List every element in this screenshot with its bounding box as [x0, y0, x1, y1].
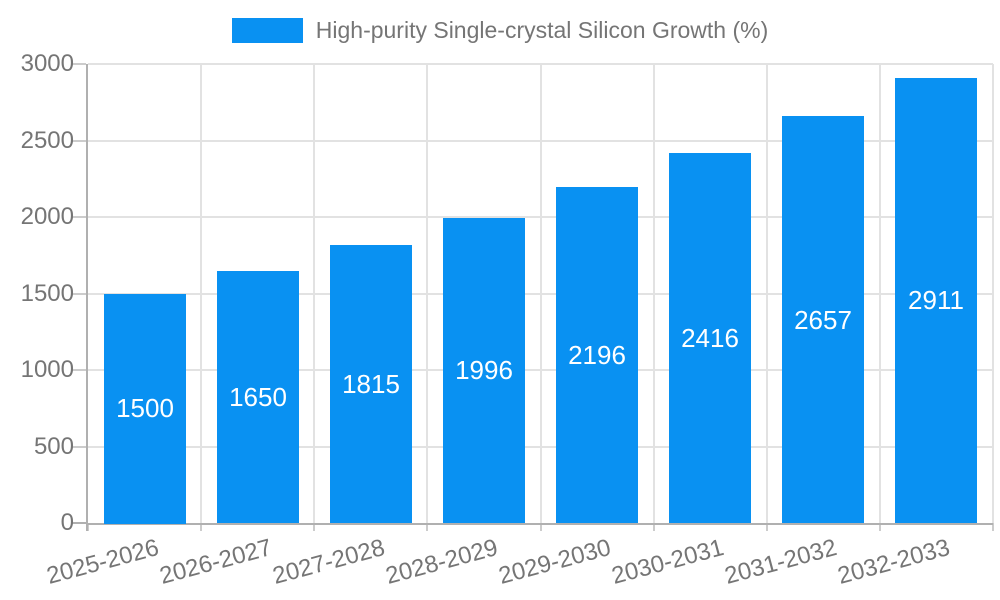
x-axis-tick — [313, 523, 315, 531]
bar-value-label: 2416 — [681, 323, 739, 353]
y-tick-label: 500 — [33, 432, 74, 460]
bar[interactable] — [217, 271, 299, 523]
legend-label: High-purity Single-crystal Silicon Growt… — [315, 17, 769, 43]
y-axis-tick — [71, 369, 86, 371]
y-tick-label: 2000 — [20, 203, 74, 230]
bar[interactable] — [782, 116, 864, 523]
gridline-vertical — [992, 64, 994, 523]
y-axis-tick — [71, 445, 86, 448]
gridline-horizontal — [88, 139, 993, 142]
plot-area: 0 500 1000 1500 2000 2500 3000 1500 2025-2026 165… — [21, 51, 994, 590]
y-axis-line — [86, 64, 88, 531]
legend-swatch-icon — [231, 18, 303, 43]
gridline-horizontal — [88, 216, 993, 218]
x-axis-tick — [766, 523, 768, 531]
bar-value-label: 2911 — [908, 285, 964, 315]
y-tick-label: 1000 — [20, 356, 74, 383]
x-axis-tick — [992, 523, 994, 531]
y-axis-tick — [71, 292, 86, 295]
x-axis-tick — [426, 523, 428, 531]
y-tick-label: 0 — [60, 509, 74, 536]
y-tick-label: 3000 — [20, 50, 74, 77]
bar-value-label: 2657 — [794, 305, 852, 335]
y-tick-label: 2500 — [20, 126, 74, 154]
x-axis-line — [86, 523, 993, 525]
bar[interactable] — [443, 218, 525, 523]
bar[interactable] — [556, 187, 638, 523]
y-tick-label: 1500 — [20, 279, 74, 307]
bar-value-label: 1500 — [116, 393, 174, 423]
bar-value-label: 1650 — [229, 382, 287, 412]
bar[interactable] — [104, 294, 186, 524]
y-axis-tick — [71, 216, 86, 218]
bar-value-label: 2196 — [568, 340, 626, 370]
gridline-horizontal — [88, 369, 993, 371]
bar[interactable] — [669, 153, 751, 523]
bar-value-label: 1815 — [342, 369, 400, 399]
gridline-horizontal — [88, 292, 993, 295]
legend[interactable]: High-purity Single-crystal Silicon Growt… — [0, 17, 1000, 44]
x-axis-tick — [87, 523, 89, 531]
y-axis-tick — [71, 139, 86, 142]
bar[interactable] — [895, 78, 977, 523]
y-axis-tick — [71, 522, 86, 524]
x-axis-tick — [540, 523, 542, 531]
bar[interactable] — [330, 245, 412, 523]
gridline-horizontal — [88, 445, 993, 448]
y-axis-tick — [71, 63, 86, 65]
bar-value-label: 1996 — [455, 355, 513, 385]
x-axis-tick — [200, 523, 202, 531]
x-axis-tick — [879, 523, 881, 531]
gridline-horizontal — [88, 63, 993, 65]
x-axis-tick — [653, 523, 655, 531]
